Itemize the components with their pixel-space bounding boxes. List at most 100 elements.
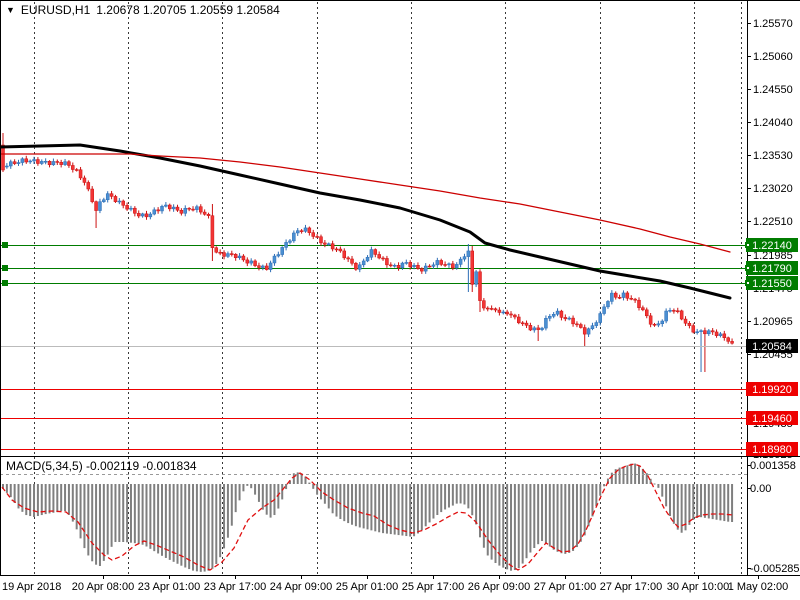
macd-histogram-bar (529, 484, 532, 553)
price-tick-label: 1.21985 (753, 250, 793, 262)
candle-body (51, 161, 56, 166)
candle-body (555, 310, 560, 315)
macd-histogram-bar (141, 484, 144, 545)
macd-histogram-bar (52, 484, 55, 513)
macd-histogram-bar (29, 484, 32, 517)
candle-body (676, 310, 680, 312)
macd-histogram-bar (482, 484, 485, 548)
macd-histogram-bar (575, 484, 578, 548)
macd-histogram-bar (211, 484, 214, 569)
time-label: 19 Apr 2018 (2, 581, 61, 593)
macd-histogram-bar (645, 473, 648, 484)
macd-histogram-bar (2, 484, 4, 489)
macd-histogram-bar (246, 484, 249, 486)
macd-histogram-bar (459, 484, 462, 504)
candle-body (369, 249, 374, 258)
support-price-label[interactable] (746, 411, 798, 425)
candle-body (602, 306, 606, 314)
resistance-price-label[interactable] (746, 276, 798, 290)
macd-histogram-bar (33, 484, 36, 517)
macd-histogram-bar (234, 484, 237, 513)
time-label: 23 Apr 01:00 (138, 581, 200, 593)
line-handle[interactable] (2, 280, 8, 286)
macd-histogram-bar (362, 484, 365, 529)
resistance-price-label[interactable] (746, 261, 798, 275)
candle-body (78, 169, 83, 179)
line-handle[interactable] (2, 265, 8, 271)
macd-histogram-bar (572, 484, 575, 551)
candle-body (168, 204, 172, 210)
candle-body (551, 314, 556, 317)
candle-body (454, 264, 459, 269)
current-price-label[interactable] (746, 339, 798, 353)
line-anchor-dot (747, 267, 749, 269)
macd-histogram-bar (106, 484, 109, 555)
candle-body (342, 250, 347, 259)
time-label: 25 Apr 01:00 (336, 581, 398, 593)
candle-body (501, 311, 506, 314)
candle-body (544, 318, 548, 329)
candle-body (330, 243, 335, 250)
macd-histogram-bar (312, 484, 315, 489)
price-tick-label: 1.22510 (753, 216, 793, 228)
candle-body (140, 213, 145, 217)
symbol-dropdown-icon[interactable]: ▼ (6, 5, 15, 15)
macd-histogram-bar (347, 484, 350, 524)
macd-histogram-bar (126, 484, 129, 543)
candle-body (214, 247, 219, 253)
macd-histogram-bar (64, 484, 67, 512)
macd-histogram-bar (711, 484, 714, 520)
ma-thin-red (0, 153, 731, 253)
macd-histogram-bar (510, 484, 513, 571)
support-price-label[interactable] (746, 382, 798, 396)
macd-histogram-bar (261, 484, 264, 510)
candle-body (710, 330, 715, 333)
macd-histogram-bar (277, 484, 280, 509)
current-price-label-text: 1.20584 (752, 341, 792, 353)
macd-histogram-bar (374, 484, 377, 532)
support-price-label[interactable] (746, 442, 798, 456)
line-handle[interactable] (2, 242, 8, 248)
candle-body (540, 327, 544, 330)
candle-body (71, 165, 75, 170)
macd-histogram-bar (409, 484, 412, 537)
macd-histogram-bar (25, 484, 28, 516)
candle-body (400, 262, 405, 269)
macd-histogram-bar (335, 484, 338, 517)
macd-histogram-bar (440, 484, 443, 513)
candle-body (420, 268, 424, 272)
macd-histogram-bar (343, 484, 346, 522)
candle-body (707, 330, 711, 335)
macd-histogram-bar (420, 484, 423, 531)
macd-histogram-bar (223, 484, 226, 549)
candle-body (629, 298, 633, 300)
price-tick-label: 1.25060 (753, 51, 793, 63)
candle-body (148, 213, 153, 218)
candle-body (408, 262, 412, 267)
macd-histogram-bar (661, 484, 664, 497)
candle-body (202, 211, 207, 215)
candle-body (28, 160, 32, 163)
macd-histogram-bar (110, 484, 113, 547)
macd-histogram-bar (521, 484, 524, 564)
candle-body (307, 227, 312, 233)
macd-histogram-bar (17, 484, 20, 509)
candle-body (664, 310, 668, 322)
candle-body (152, 209, 156, 215)
candle-body (590, 325, 595, 330)
macd-histogram-bar (444, 484, 447, 510)
support-price-label-text: 1.18980 (752, 444, 792, 456)
candle-body (613, 292, 618, 298)
macd-histogram-bar (680, 484, 683, 533)
macd-histogram-bar (478, 484, 481, 538)
candle-body (470, 250, 474, 285)
macd-histogram-bar (544, 484, 547, 544)
candle-body (443, 264, 447, 266)
macd-histogram-bar (87, 484, 90, 556)
resistance-price-label[interactable] (746, 238, 798, 252)
candle-body (575, 323, 579, 326)
candle-body (1, 144, 5, 171)
candle-body (513, 314, 517, 318)
